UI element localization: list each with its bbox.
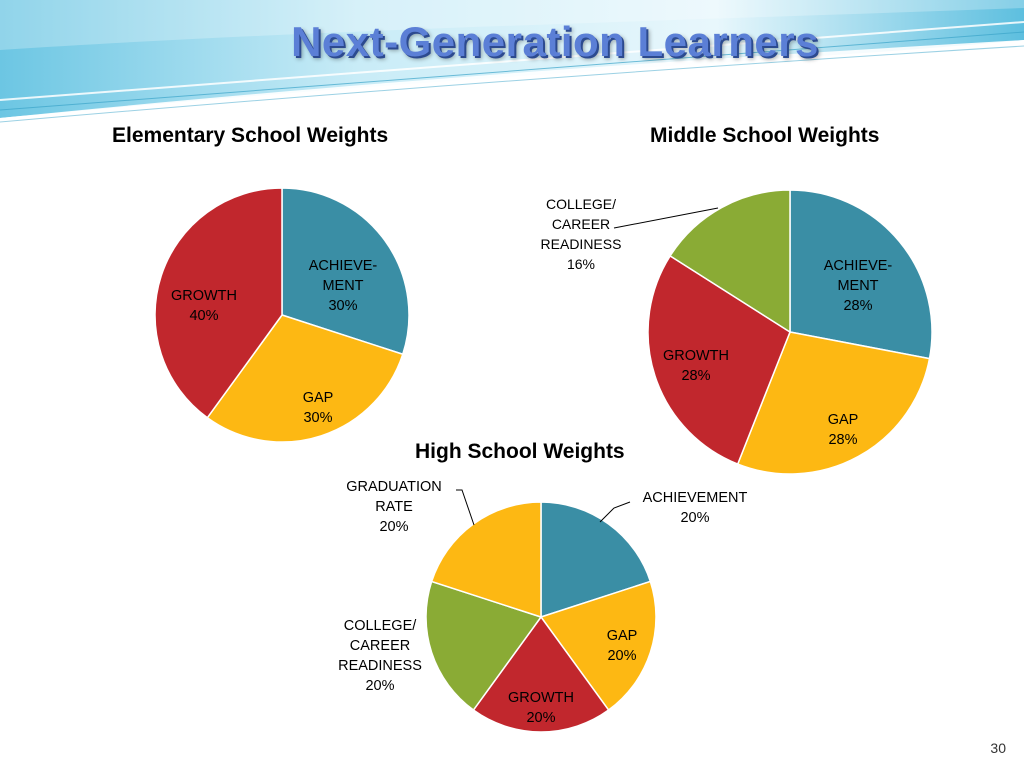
slice-label-college_career: COLLEGE/CAREER READINESS 16% [541,196,622,272]
pie-slice-gap [539,580,657,712]
slice-label-line: ACHIEVEMENT [643,490,748,506]
slice-label-graduation: GRADUATION RATE 20% [346,479,442,535]
page-number: 30 [990,740,1006,756]
slice-label-line: 28% [828,432,857,448]
slice-label-gap: GAP 28% [828,412,859,448]
pie-slice-growth [647,254,791,466]
slice-label-achievement: ACHIEVE- MENT 28% [824,258,893,314]
pie-chart-1: ACHIEVE- MENT 28% GAP 28% GROWTH 28% COLLEGE/CA… [541,189,933,475]
slice-label-growth: GROWTH 28% [663,348,729,384]
slice-label-line: ACHIEVE- [309,258,378,274]
slice-label-line: COLLEGE/ [344,618,417,634]
slice-label-achievement: ACHIEVE- MENT 30% [309,258,378,314]
slice-label-line: GAP [303,390,334,406]
slice-label-line: RATE [375,499,413,515]
middle-chart-title: Middle School Weights [650,124,880,147]
slice-label-line: 20% [680,510,709,526]
slice-label-line: GRADUATION [346,479,442,495]
slice-label-line: 30% [303,410,332,426]
slice-label-line: READINESS [541,236,622,252]
slice-label-gap: GAP 20% [607,628,638,664]
pie-slice-gap [736,331,931,475]
slice-label-line: GROWTH [508,690,574,706]
slice-label-line: GROWTH [663,348,729,364]
header-banner [0,0,1024,125]
slice-label-line: 30% [328,298,357,314]
slice-label-line: MENT [322,278,363,294]
slide-title: Next-Generation Learners [291,18,819,65]
slice-label-line: CAREER [350,638,410,654]
slice-label-line: 20% [526,710,555,726]
leader-line-college_career [613,207,719,229]
slice-label-line: MENT [837,278,878,294]
slice-label-line: 28% [843,298,872,314]
slice-label-growth: GROWTH 20% [508,690,574,726]
pie-slice-gap [206,314,404,443]
pie-slice-college_career [425,580,543,712]
slice-label-line: 16% [567,256,595,272]
slice-label-achievement: ACHIEVEMENT 20% [643,490,748,526]
slice-label-line: 20% [379,519,408,535]
pie-slice-growth [154,187,283,419]
slice-label-line: 20% [607,648,636,664]
slice-label-college_career: COLLEGE/CAREER READINESS 20% [338,618,422,694]
pie-slice-growth [472,615,610,733]
pie-slice-achievement [789,189,933,360]
pie-slice-achievement [281,187,410,356]
slice-label-line: GAP [828,412,859,428]
slice-label-line: READINESS [338,658,422,674]
slice-label-line: 28% [681,368,710,384]
pie-slice-achievement [540,501,652,619]
slice-label-line: ACHIEVE- [824,258,893,274]
pie-chart-0: ACHIEVE- MENT 30% GAP 30% GROWTH 40% [154,187,410,443]
leader-line-graduation [456,489,475,526]
pie-chart-2: ACHIEVEMENT 20%GAP 20%GROWTH 20%COLLEGE/CAR… [338,479,748,733]
slice-label-line: 20% [365,678,394,694]
slice-label-growth: GROWTH 40% [171,288,237,324]
slice-label-line: 40% [189,308,218,324]
slice-label-gap: GAP 30% [303,390,334,426]
slice-label-line: CAREER [552,216,610,232]
high-chart-title: High School Weights [415,440,625,463]
slice-label-line: COLLEGE/ [546,196,616,212]
elementary-chart-title: Elementary School Weights [112,124,389,147]
slice-label-line: GAP [607,628,638,644]
leader-line-achievement [599,501,631,523]
slice-label-line: GROWTH [171,288,237,304]
pie-slice-college_career [669,189,791,334]
